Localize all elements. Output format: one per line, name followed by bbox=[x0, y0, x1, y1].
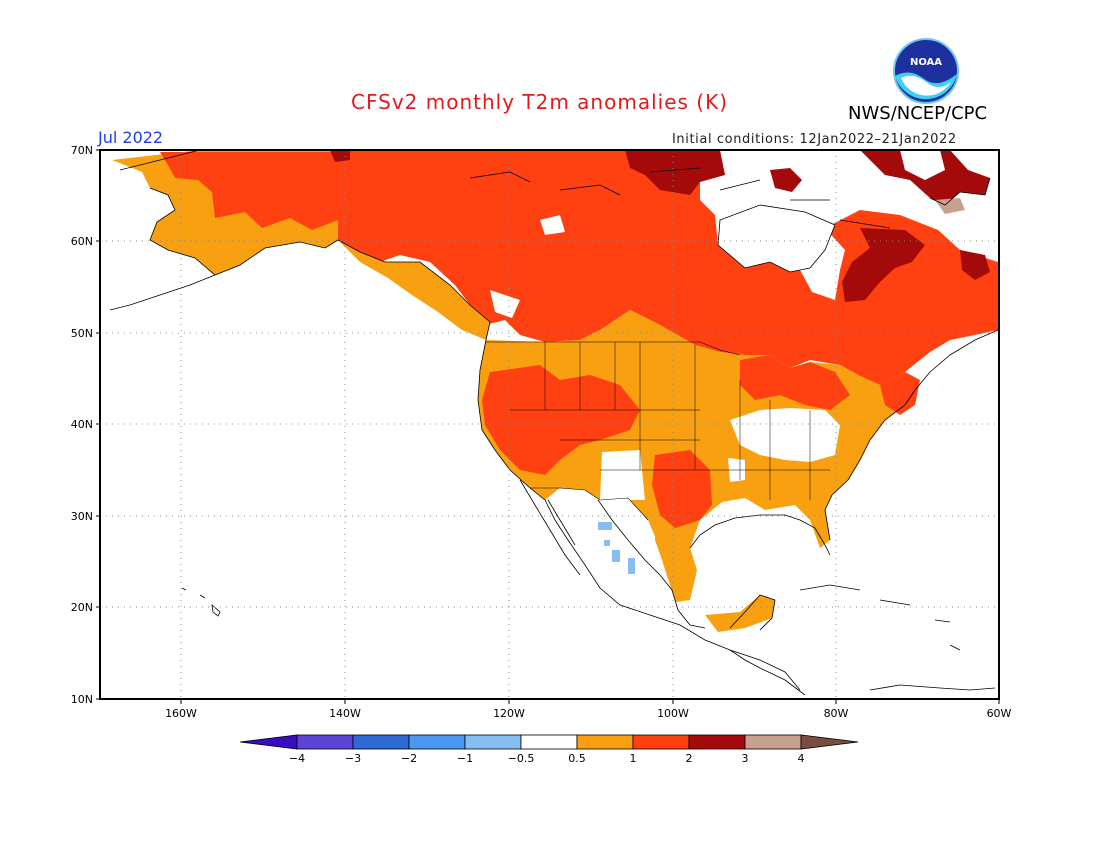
colorbar-label: 4 bbox=[798, 752, 805, 765]
colorbar-label: −0.5 bbox=[508, 752, 535, 765]
colorbar-swatch-7 bbox=[632, 734, 690, 750]
lat-label-60n: 60N bbox=[71, 235, 93, 248]
noaa-logo: NOAA bbox=[893, 38, 959, 104]
coastlines-and-borders bbox=[109, 149, 999, 696]
lat-label-30n: 30N bbox=[71, 510, 93, 523]
colorbar: −4 −3 −2 −1 −0.5 0.5 1 2 3 4 bbox=[239, 734, 859, 765]
colorbar-label: −4 bbox=[289, 752, 305, 765]
lat-label-40n: 40N bbox=[71, 418, 93, 431]
colorbar-label: 1 bbox=[630, 752, 637, 765]
lat-label-20n: 20N bbox=[71, 601, 93, 614]
lon-label-120w: 120W bbox=[493, 707, 525, 720]
colorbar-label: 0.5 bbox=[568, 752, 586, 765]
lat-label-50n: 50N bbox=[71, 327, 93, 340]
organization-label: NWS/NCEP/CPC bbox=[848, 103, 988, 124]
lon-label-60w: 60W bbox=[987, 707, 1012, 720]
valid-month-label: Jul 2022 bbox=[98, 128, 164, 147]
colorbar-label: 3 bbox=[742, 752, 749, 765]
colorbar-swatch-5 bbox=[520, 734, 578, 750]
colorbar-label: −2 bbox=[401, 752, 417, 765]
colorbar-left-arrow bbox=[239, 734, 298, 750]
colorbar-swatch-6 bbox=[576, 734, 634, 750]
lon-label-100w: 100W bbox=[657, 707, 689, 720]
anomaly-fill-regions bbox=[112, 150, 998, 632]
colorbar-right-arrow bbox=[800, 734, 859, 750]
logo-text: NOAA bbox=[910, 57, 942, 68]
colorbar-swatch-3 bbox=[408, 734, 466, 750]
colorbar-label: 2 bbox=[686, 752, 693, 765]
chart-title: CFSv2 monthly T2m anomalies (K) bbox=[351, 90, 728, 114]
lat-label-70n: 70N bbox=[71, 144, 93, 157]
lat-label-10n: 10N bbox=[71, 693, 93, 706]
colorbar-swatch-1 bbox=[296, 734, 354, 750]
colorbar-swatch-2 bbox=[352, 734, 410, 750]
lon-label-80w: 80W bbox=[824, 707, 849, 720]
colorbar-label: −1 bbox=[457, 752, 473, 765]
colorbar-swatch-9 bbox=[744, 734, 802, 750]
lon-label-140w: 140W bbox=[329, 707, 361, 720]
colorbar-swatch-4 bbox=[464, 734, 522, 750]
colorbar-label: −3 bbox=[345, 752, 361, 765]
colorbar-swatch-8 bbox=[688, 734, 746, 750]
initial-conditions-label: Initial conditions: 12Jan2022–21Jan2022 bbox=[672, 132, 957, 147]
lon-label-160w: 160W bbox=[165, 707, 197, 720]
